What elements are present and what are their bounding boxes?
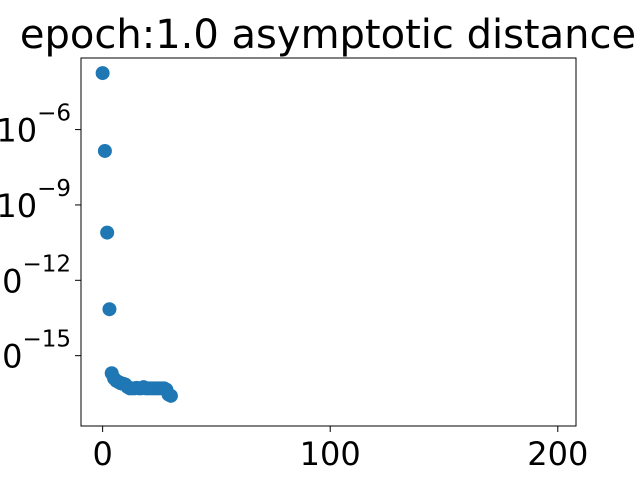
data-point <box>96 66 110 80</box>
data-point <box>98 144 112 158</box>
y-tick-label: −910 <box>0 176 71 225</box>
x-axis: 0 100 200 <box>92 426 588 473</box>
data-point <box>164 389 178 403</box>
data-point <box>100 226 114 240</box>
x-tick-label: 0 <box>92 435 112 473</box>
y-tick-base: 10 <box>0 112 37 150</box>
x-tick-label: 200 <box>527 435 588 473</box>
y-tick-label: −1210 <box>0 251 71 300</box>
plot-frame <box>81 58 576 426</box>
y-tick-label: −1510 <box>0 327 71 376</box>
plot-area <box>81 58 576 426</box>
y-tick-label: −610 <box>0 101 71 150</box>
y-tick-base: 10 <box>0 338 22 376</box>
y-axis: −610−910−1210−1510 <box>0 101 81 376</box>
data-point <box>102 302 116 316</box>
chart-title: epoch:1.0 asymptotic distance <box>20 12 636 58</box>
y-tick-exponent: −15 <box>22 327 71 353</box>
x-tick-label: 100 <box>300 435 361 473</box>
y-tick-base: 10 <box>0 262 22 300</box>
y-tick-exponent: −9 <box>37 176 71 202</box>
y-tick-exponent: −6 <box>37 101 71 127</box>
y-tick-exponent: −12 <box>22 251 71 277</box>
y-tick-base: 10 <box>0 187 37 225</box>
